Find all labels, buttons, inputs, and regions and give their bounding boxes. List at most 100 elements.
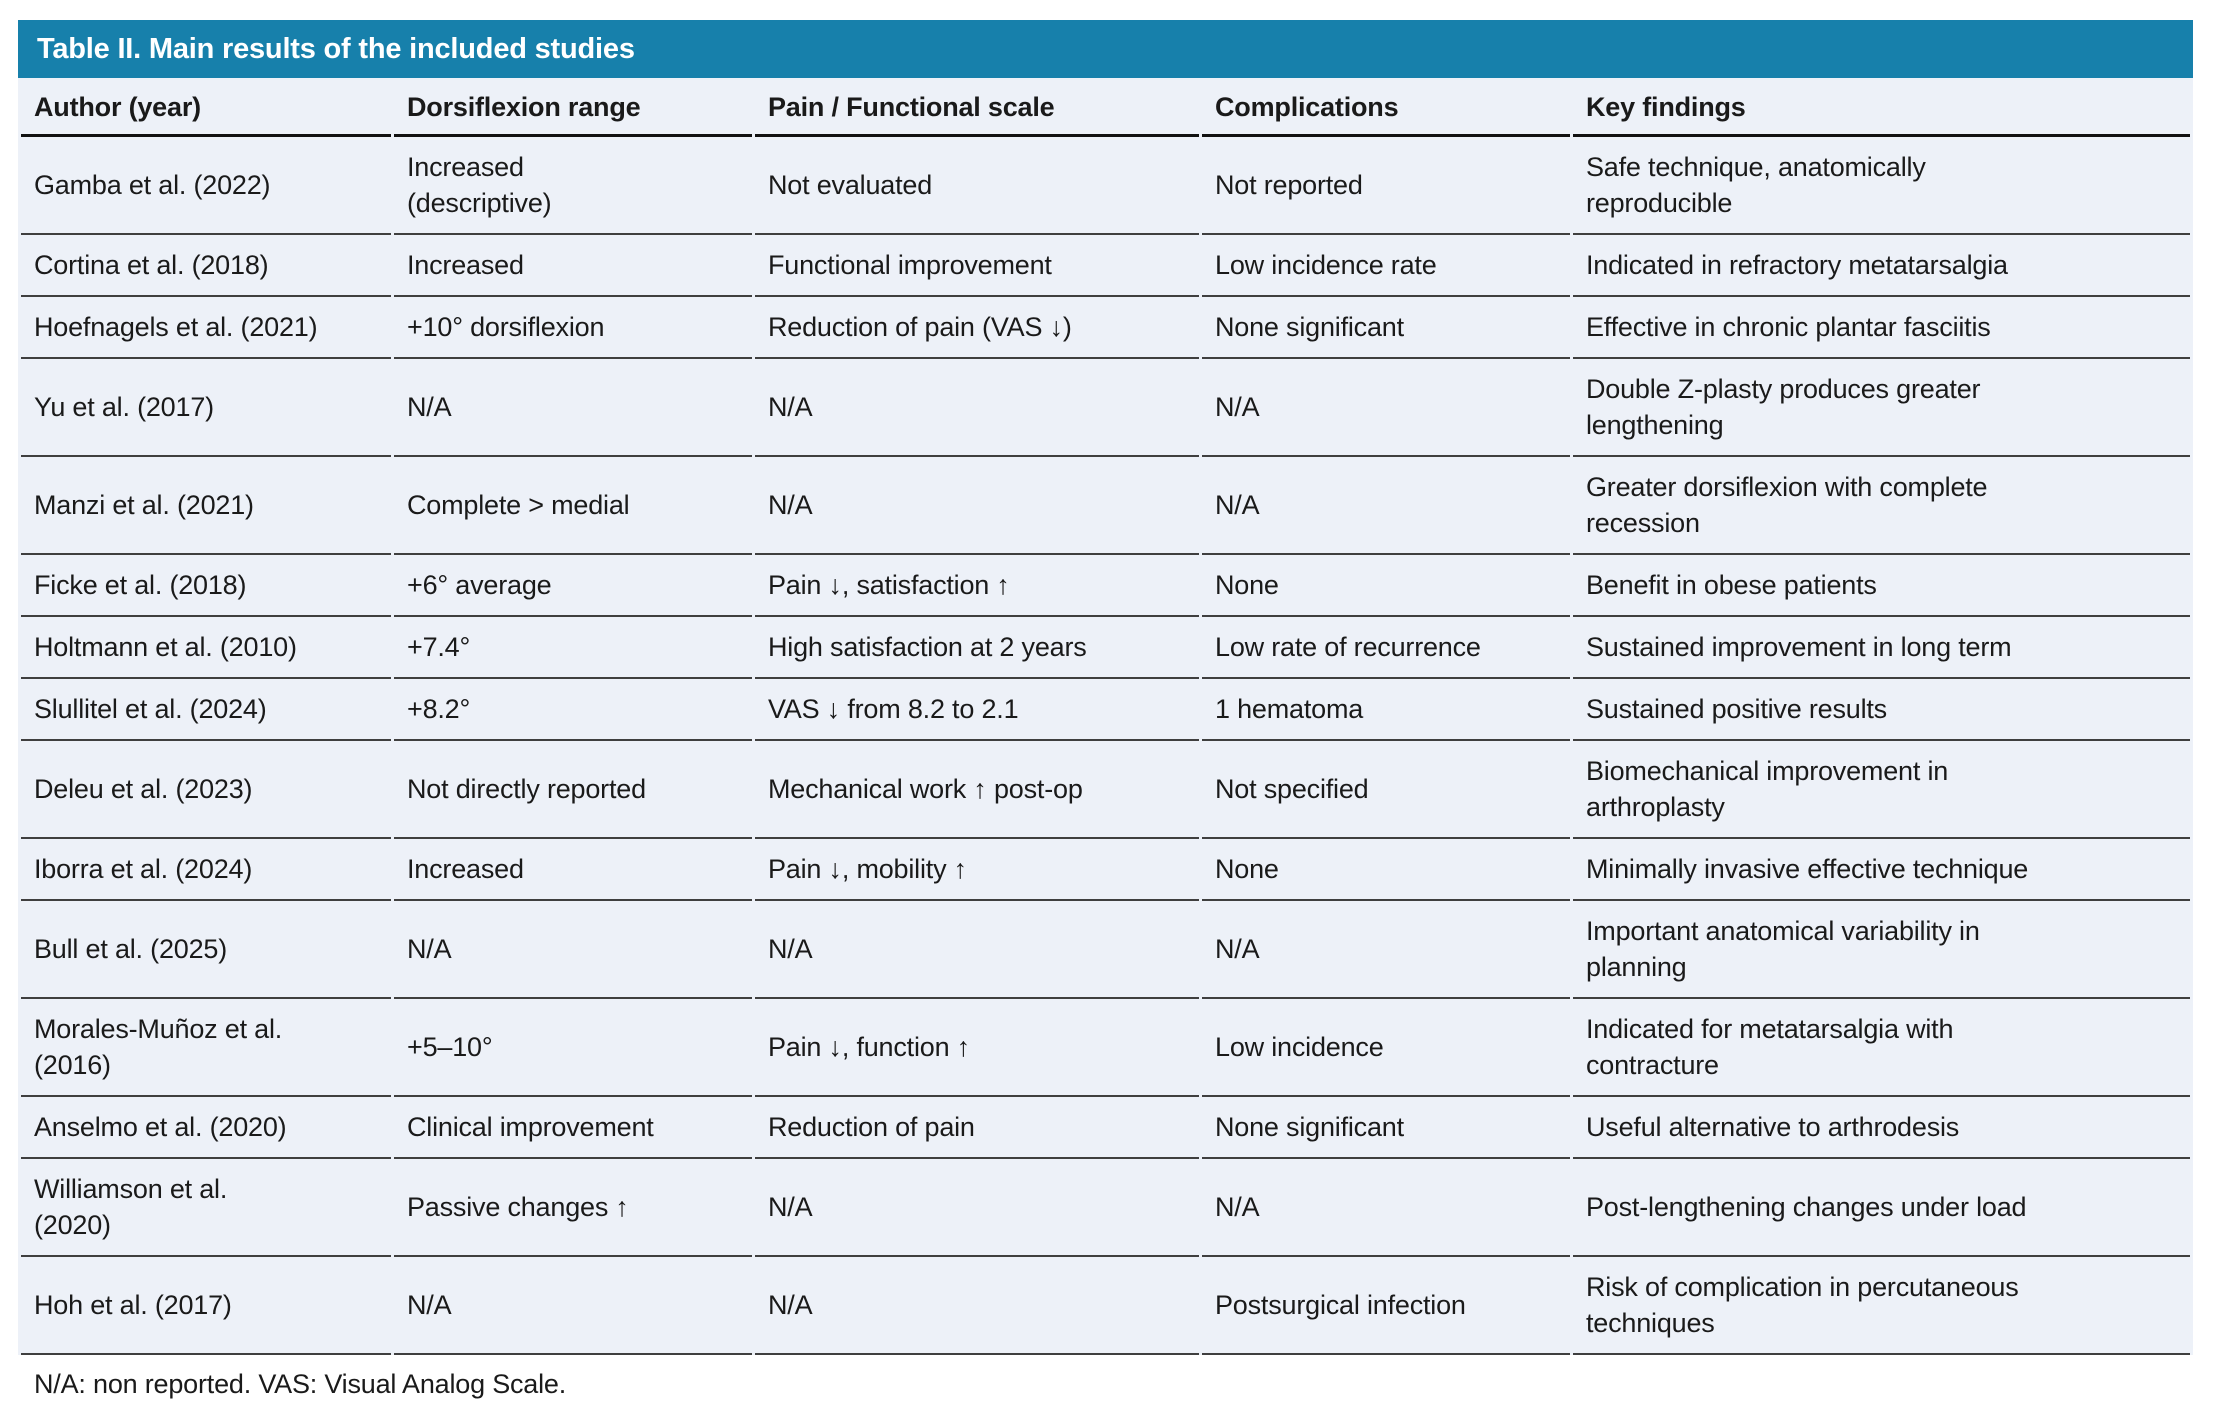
cell-complications: N/A	[1202, 359, 1570, 457]
cell-author: Manzi et al. (2021)	[21, 457, 391, 555]
cell-dorsiflexion: Clinical improvement	[394, 1097, 752, 1159]
cell-dorsiflexion: Complete > medial	[394, 457, 752, 555]
column-header-complications: Complications	[1202, 78, 1570, 137]
results-table: Author (year) Dorsiflexion range Pain / …	[18, 78, 2193, 1355]
cell-author: Morales-Muñoz et al. (2016)	[21, 999, 391, 1097]
cell-key-findings: Useful alternative to arthrodesis	[1573, 1097, 2190, 1159]
cell-key-findings: Double Z-plasty produces greater lengthe…	[1573, 359, 2190, 457]
cell-author: Hoefnagels et al. (2021)	[21, 297, 391, 359]
column-header-pain-scale: Pain / Functional scale	[755, 78, 1199, 137]
cell-pain-scale: Pain ↓, satisfaction ↑	[755, 555, 1199, 617]
table-row: Yu et al. (2017) N/A N/A N/A Double Z-pl…	[21, 359, 2190, 457]
table-row: Hoefnagels et al. (2021) +10° dorsiflexi…	[21, 297, 2190, 359]
table-row: Gamba et al. (2022) Increased (descripti…	[21, 137, 2190, 235]
table-row: Deleu et al. (2023) Not directly reporte…	[21, 741, 2190, 839]
cell-author: Slullitel et al. (2024)	[21, 679, 391, 741]
table-row: Holtmann et al. (2010) +7.4° High satisf…	[21, 617, 2190, 679]
cell-author: Holtmann et al. (2010)	[21, 617, 391, 679]
cell-dorsiflexion: Passive changes ↑	[394, 1159, 752, 1257]
table-row: Bull et al. (2025) N/A N/A N/A Important…	[21, 901, 2190, 999]
cell-complications: None significant	[1202, 1097, 1570, 1159]
cell-complications: 1 hematoma	[1202, 679, 1570, 741]
cell-pain-scale: N/A	[755, 1257, 1199, 1355]
cell-key-findings: Important anatomical variability in plan…	[1573, 901, 2190, 999]
cell-author: Anselmo et al. (2020)	[21, 1097, 391, 1159]
cell-dorsiflexion: Increased	[394, 235, 752, 297]
cell-pain-scale: Reduction of pain (VAS ↓)	[755, 297, 1199, 359]
column-header-key-findings: Key findings	[1573, 78, 2190, 137]
table-title: Table II. Main results of the included s…	[37, 33, 635, 65]
cell-pain-scale: Not evaluated	[755, 137, 1199, 235]
cell-pain-scale: N/A	[755, 359, 1199, 457]
cell-key-findings: Indicated in refractory metatarsalgia	[1573, 235, 2190, 297]
cell-key-findings: Benefit in obese patients	[1573, 555, 2190, 617]
cell-pain-scale: Pain ↓, function ↑	[755, 999, 1199, 1097]
cell-author: Bull et al. (2025)	[21, 901, 391, 999]
cell-pain-scale: VAS ↓ from 8.2 to 2.1	[755, 679, 1199, 741]
table-row: Manzi et al. (2021) Complete > medial N/…	[21, 457, 2190, 555]
cell-author: Yu et al. (2017)	[21, 359, 391, 457]
cell-key-findings: Post-lengthening changes under load	[1573, 1159, 2190, 1257]
cell-complications: Postsurgical infection	[1202, 1257, 1570, 1355]
cell-author: Iborra et al. (2024)	[21, 839, 391, 901]
cell-pain-scale: Mechanical work ↑ post-op	[755, 741, 1199, 839]
cell-complications: N/A	[1202, 457, 1570, 555]
cell-pain-scale: N/A	[755, 901, 1199, 999]
cell-key-findings: Sustained improvement in long term	[1573, 617, 2190, 679]
cell-key-findings: Indicated for metatarsalgia with contrac…	[1573, 999, 2190, 1097]
cell-complications: Low incidence	[1202, 999, 1570, 1097]
cell-complications: N/A	[1202, 1159, 1570, 1257]
cell-author: Hoh et al. (2017)	[21, 1257, 391, 1355]
cell-complications: None significant	[1202, 297, 1570, 359]
cell-complications: None	[1202, 839, 1570, 901]
cell-author: Williamson et al. (2020)	[21, 1159, 391, 1257]
column-header-dorsiflexion: Dorsiflexion range	[394, 78, 752, 137]
cell-author: Cortina et al. (2018)	[21, 235, 391, 297]
table-row: Slullitel et al. (2024) +8.2° VAS ↓ from…	[21, 679, 2190, 741]
cell-pain-scale: High satisfaction at 2 years	[755, 617, 1199, 679]
cell-complications: Low incidence rate	[1202, 235, 1570, 297]
cell-dorsiflexion: +5–10°	[394, 999, 752, 1097]
cell-key-findings: Effective in chronic plantar fasciitis	[1573, 297, 2190, 359]
cell-complications: None	[1202, 555, 1570, 617]
cell-key-findings: Greater dorsiflexion with complete reces…	[1573, 457, 2190, 555]
cell-dorsiflexion: N/A	[394, 1257, 752, 1355]
cell-complications: Not reported	[1202, 137, 1570, 235]
cell-author: Ficke et al. (2018)	[21, 555, 391, 617]
cell-dorsiflexion: Increased (descriptive)	[394, 137, 752, 235]
table-row: Iborra et al. (2024) Increased Pain ↓, m…	[21, 839, 2190, 901]
cell-author: Deleu et al. (2023)	[21, 741, 391, 839]
table-row: Cortina et al. (2018) Increased Function…	[21, 235, 2190, 297]
cell-dorsiflexion: Increased	[394, 839, 752, 901]
table-row: Williamson et al. (2020) Passive changes…	[21, 1159, 2190, 1257]
cell-dorsiflexion: +10° dorsiflexion	[394, 297, 752, 359]
cell-key-findings: Biomechanical improvement in arthroplast…	[1573, 741, 2190, 839]
cell-key-findings: Minimally invasive effective technique	[1573, 839, 2190, 901]
cell-complications: N/A	[1202, 901, 1570, 999]
cell-complications: Not specified	[1202, 741, 1570, 839]
table-row: Morales-Muñoz et al. (2016) +5–10° Pain …	[21, 999, 2190, 1097]
cell-dorsiflexion: +8.2°	[394, 679, 752, 741]
table-row: Ficke et al. (2018) +6° average Pain ↓, …	[21, 555, 2190, 617]
header-row: Author (year) Dorsiflexion range Pain / …	[21, 78, 2190, 137]
results-table-container: Table II. Main results of the included s…	[18, 20, 2193, 1400]
cell-complications: Low rate of recurrence	[1202, 617, 1570, 679]
cell-pain-scale: Functional improvement	[755, 235, 1199, 297]
cell-pain-scale: N/A	[755, 1159, 1199, 1257]
cell-key-findings: Risk of complication in percutaneous tec…	[1573, 1257, 2190, 1355]
table-title-bar: Table II. Main results of the included s…	[18, 20, 2193, 78]
table-row: Anselmo et al. (2020) Clinical improveme…	[21, 1097, 2190, 1159]
cell-dorsiflexion: +6° average	[394, 555, 752, 617]
column-header-author: Author (year)	[21, 78, 391, 137]
table-footnote: N/A: non reported. VAS: Visual Analog Sc…	[34, 1369, 567, 1399]
cell-author: Gamba et al. (2022)	[21, 137, 391, 235]
cell-dorsiflexion: Not directly reported	[394, 741, 752, 839]
cell-key-findings: Safe technique, anatomically reproducibl…	[1573, 137, 2190, 235]
table-row: Hoh et al. (2017) N/A N/A Postsurgical i…	[21, 1257, 2190, 1355]
cell-dorsiflexion: N/A	[394, 359, 752, 457]
cell-key-findings: Sustained positive results	[1573, 679, 2190, 741]
cell-dorsiflexion: +7.4°	[394, 617, 752, 679]
cell-pain-scale: Pain ↓, mobility ↑	[755, 839, 1199, 901]
cell-pain-scale: Reduction of pain	[755, 1097, 1199, 1159]
cell-dorsiflexion: N/A	[394, 901, 752, 999]
